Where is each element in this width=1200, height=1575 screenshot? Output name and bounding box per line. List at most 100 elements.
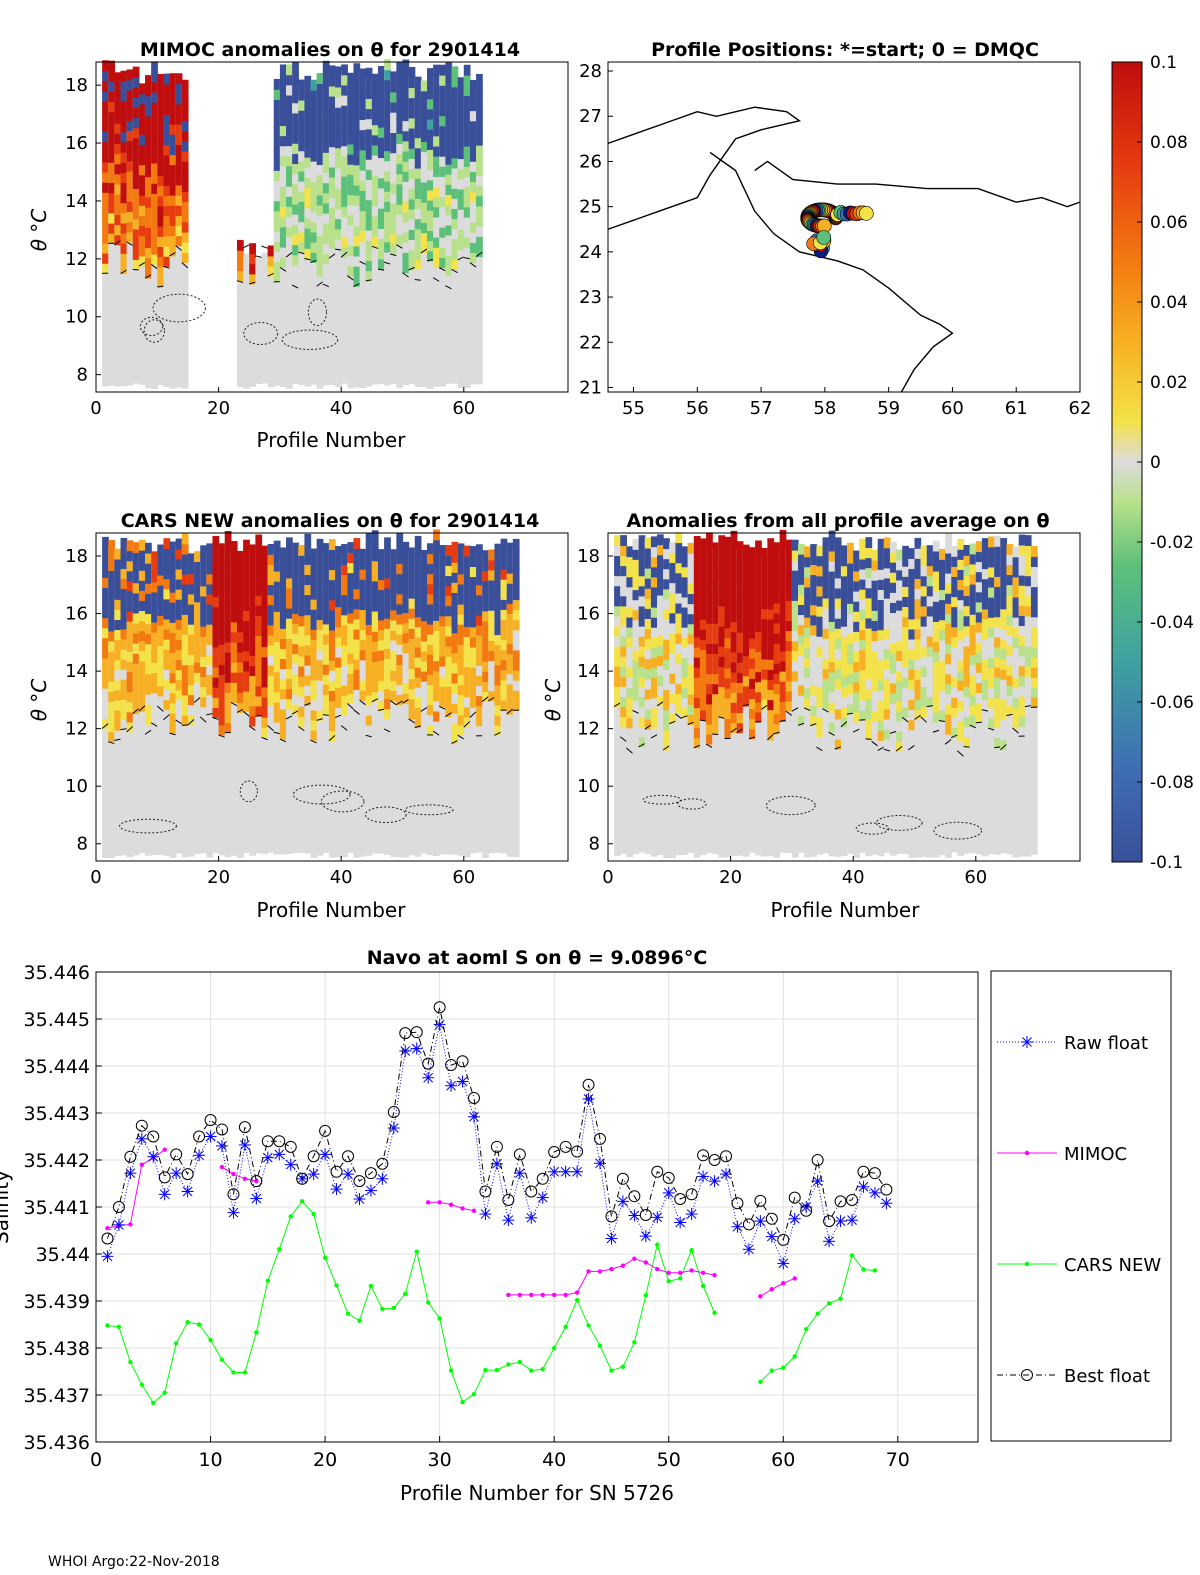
raw-float-point [674, 1216, 687, 1229]
profile-position-map: 55 56 57 58 59 60 61 62 21 22 23 24 25 26 27 28 [579, 61, 1091, 419]
best-float-point [720, 1150, 732, 1163]
legend-label: MIMOC [1064, 1144, 1127, 1165]
legend-item: CARS NEW [997, 1255, 1161, 1276]
allavg-ytick: 18 [577, 546, 600, 567]
best-float-point [834, 1195, 847, 1208]
allavg-xtick: 60 [964, 867, 987, 888]
cars-new-point [769, 1368, 775, 1373]
cars-new-point [242, 1370, 248, 1375]
mimoc-point [128, 1222, 133, 1227]
cars-new-point [551, 1345, 557, 1351]
y-tick-label: 35.439 [24, 1291, 90, 1313]
cars-new-point [128, 1359, 133, 1365]
best-float-point [238, 1121, 251, 1134]
raw-float-point [445, 1079, 458, 1092]
best-float-point [342, 1150, 354, 1163]
cars-new-point [574, 1297, 580, 1303]
cars-new-point [196, 1322, 202, 1327]
mimoc-xtick: 40 [330, 398, 353, 419]
raw-float-point [582, 1092, 595, 1105]
best-float-point [800, 1204, 813, 1217]
raw-float-point [868, 1186, 881, 1199]
raw-float-point [216, 1139, 228, 1152]
allavg-ytick: 14 [577, 661, 600, 682]
cars-new-point [655, 1242, 660, 1247]
raw-float-point [536, 1191, 549, 1204]
cars-new-point [380, 1306, 385, 1312]
line-chart-ylabel: Salinity [0, 1170, 13, 1244]
best-float-point [158, 1171, 171, 1184]
cars-new-point [494, 1367, 500, 1373]
cars-ylabel: θ °C [27, 679, 51, 722]
raw-float-point [880, 1197, 893, 1210]
cars-new-point [448, 1368, 454, 1373]
coastline-north [607, 106, 802, 230]
positions-title: Profile Positions: *=start; 0 = DMQC [651, 39, 1039, 61]
legend-label: CARS NEW [1064, 1255, 1161, 1276]
raw-float-point [559, 1165, 572, 1178]
cars-new-point [781, 1365, 786, 1370]
best-float-point [880, 1183, 893, 1196]
best-float-point [204, 1114, 217, 1127]
mimoc-point [643, 1260, 649, 1265]
best-float-point [651, 1165, 664, 1178]
best-float-point [754, 1194, 767, 1207]
mimoc-point [162, 1147, 167, 1152]
raw-float-point [273, 1148, 286, 1161]
raw-float-point [101, 1250, 114, 1263]
cars-new-point [758, 1379, 763, 1385]
mimoc-point [655, 1266, 660, 1272]
allavg-xlabel: Profile Number [771, 898, 921, 922]
raw-float-point [846, 1214, 858, 1227]
cars-new-point [299, 1199, 305, 1204]
x-tick-label: 50 [657, 1449, 681, 1471]
cars-new-point [712, 1310, 717, 1315]
cars-new-point [105, 1323, 110, 1328]
best-float-point [857, 1165, 870, 1178]
raw-float-point [330, 1183, 343, 1196]
colorbar-tick: -0.06 [1150, 693, 1194, 713]
cars-new-point [345, 1311, 351, 1316]
cars-new-point [803, 1327, 809, 1332]
colorbar-tick: -0.04 [1150, 613, 1194, 633]
best-float-point [788, 1191, 801, 1204]
best-float-point [559, 1140, 572, 1153]
colorbar-tick: -0.08 [1150, 773, 1194, 793]
cars-new-point [471, 1391, 477, 1397]
mimoc-xtick: 0 [90, 398, 101, 419]
best-float-point [639, 1208, 652, 1221]
best-float-point [742, 1218, 755, 1231]
mimoc-point [242, 1176, 248, 1182]
raw-float-point [616, 1195, 629, 1208]
allavg-heatmap: 0 20 40 60 8 10 12 14 16 18 [577, 529, 1081, 888]
best-float-point [536, 1172, 549, 1185]
mimoc-ylabel: θ °C [27, 209, 51, 252]
positions-ytick: 23 [579, 287, 602, 308]
best-float-point [548, 1146, 561, 1159]
mimoc-point [460, 1206, 465, 1211]
raw-float-point [811, 1175, 824, 1188]
raw-float-point [422, 1071, 435, 1084]
raw-float-point [502, 1214, 515, 1227]
x-tick-label: 10 [198, 1449, 222, 1471]
cars-new-point [414, 1249, 419, 1254]
mimoc-point [632, 1256, 637, 1261]
positions-ytick: 21 [579, 377, 602, 398]
best-float-point [124, 1150, 137, 1163]
mimoc-line [760, 1277, 795, 1297]
mimoc-ytick: 14 [65, 191, 88, 212]
mimoc-ytick: 16 [65, 133, 88, 154]
y-tick-label: 35.445 [24, 1009, 90, 1031]
allavg-ytick: 10 [577, 776, 600, 797]
legend-item: Raw float [997, 1033, 1148, 1054]
allavg-ytick: 12 [577, 719, 600, 740]
mimoc-point [231, 1171, 236, 1177]
best-float-point [868, 1167, 881, 1180]
raw-float-point [112, 1218, 125, 1231]
positions-xtick: 61 [1005, 398, 1028, 419]
positions-xtick: 57 [750, 398, 773, 419]
best-float-point [811, 1154, 824, 1166]
mimoc-point [677, 1270, 683, 1276]
cars-new-point [185, 1319, 190, 1325]
mimoc-point [609, 1266, 614, 1272]
